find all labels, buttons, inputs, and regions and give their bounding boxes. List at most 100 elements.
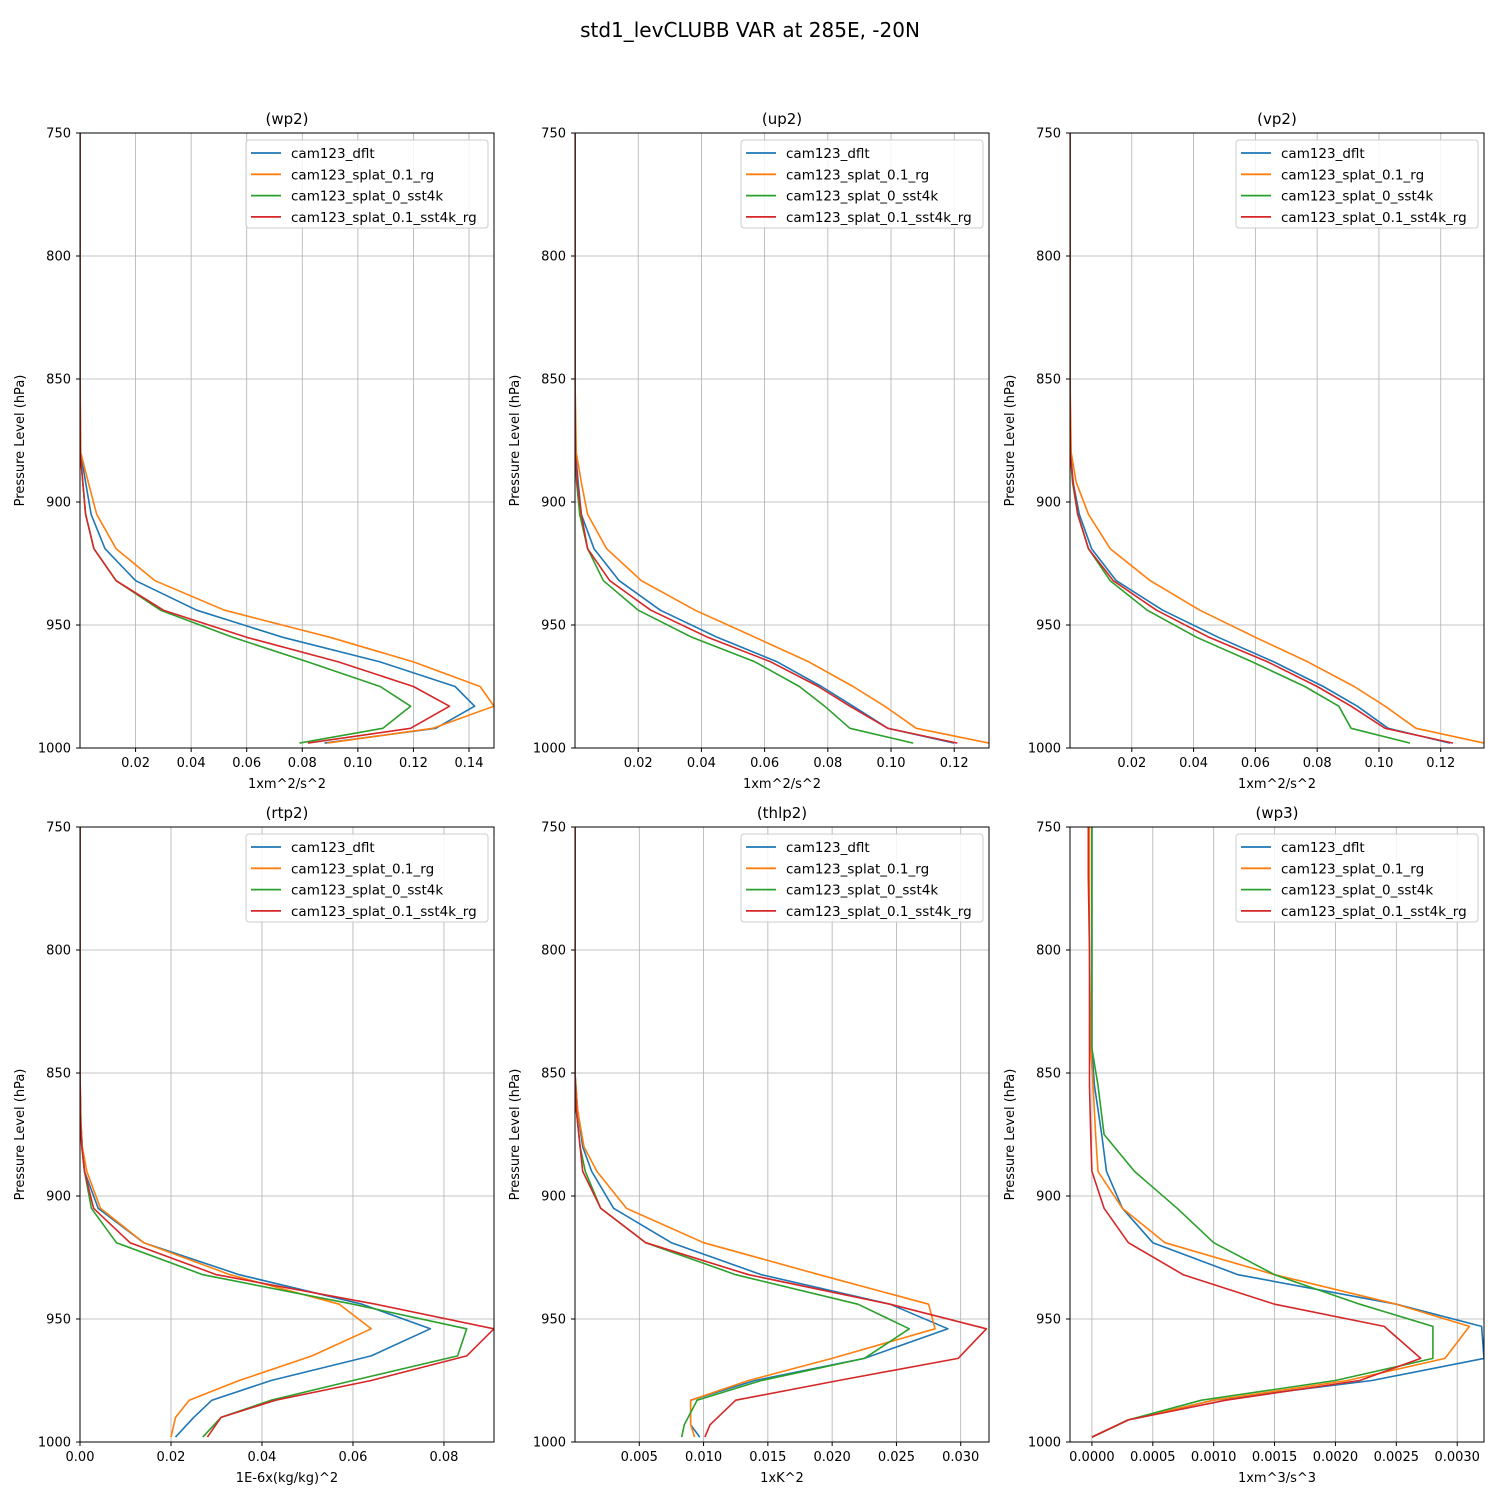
y-tick-label: 750 [46, 821, 71, 836]
legend-box [1235, 139, 1479, 229]
x-tick-label: 0.08 [288, 756, 317, 771]
y-tick-label: 750 [1036, 821, 1061, 836]
y-tick-label: 1000 [38, 1436, 71, 1451]
legend: cam123_dflt cam123_splat_0.1_rg cam123_spl… [245, 139, 489, 229]
legend-label: cam123_dflt [291, 840, 375, 856]
subplot-title: (up2) [762, 110, 802, 128]
subplot-title: (rtp2) [266, 804, 309, 822]
x-tick-label: 0.025 [878, 1450, 915, 1465]
x-tick-label: 0.005 [621, 1450, 658, 1465]
series-line-cam123_splat_0.1_sst4k_rg [1087, 827, 1422, 1438]
legend-label: cam123_splat_0_sst4k [291, 883, 443, 899]
x-tick-label: 0.010 [685, 1450, 722, 1465]
y-tick-label: 850 [541, 1067, 566, 1082]
x-tick-label: 0.08 [429, 1450, 458, 1465]
y-axis-label: Pressure Level (hPa) [508, 1069, 523, 1201]
y-tick-label: 750 [541, 127, 566, 142]
subplot-1: (up2) 0.02 0.04 0.06 0.08 0.10 0.12 750 800 850 90… [508, 110, 990, 792]
legend-label: cam123_dflt [786, 146, 870, 162]
y-tick-label: 750 [1036, 127, 1061, 142]
y-tick-label: 900 [46, 1190, 71, 1205]
x-tick-label: 0.0005 [1130, 1450, 1176, 1465]
x-tick-label: 0.0015 [1252, 1450, 1298, 1465]
legend-label: cam123_splat_0.1_rg [1281, 861, 1424, 877]
x-tick-label: 0.0025 [1374, 1450, 1420, 1465]
legend-label: cam123_splat_0.1_sst4k_rg [291, 904, 477, 920]
x-axis-label: 1xm^2/s^2 [743, 777, 821, 792]
y-tick-label: 900 [1036, 496, 1061, 511]
legend-box [245, 833, 489, 923]
legend-label: cam123_splat_0.1_sst4k_rg [786, 904, 972, 920]
legend: cam123_dflt cam123_splat_0.1_rg cam123_spl… [1235, 833, 1479, 923]
legend-label: cam123_splat_0_sst4k [1281, 883, 1433, 899]
x-tick-label: 0.0030 [1434, 1450, 1480, 1465]
x-tick-label: 0.06 [338, 1450, 367, 1465]
x-axis-label: 1xm^3/s^3 [1238, 1471, 1316, 1486]
x-tick-label: 0.02 [1117, 756, 1146, 771]
y-tick-label: 900 [541, 1190, 566, 1205]
x-tick-label: 0.06 [1241, 756, 1270, 771]
y-tick-label: 950 [46, 1313, 71, 1328]
legend-label: cam123_dflt [1281, 840, 1365, 856]
plot-frame [574, 132, 990, 749]
x-tick-label: 0.06 [750, 756, 779, 771]
legend-label: cam123_splat_0_sst4k [291, 189, 443, 205]
y-tick-label: 750 [541, 821, 566, 836]
x-tick-label: 0.10 [1364, 756, 1393, 771]
y-axis-label: Pressure Level (hPa) [13, 1069, 28, 1201]
y-tick-label: 950 [46, 619, 71, 634]
plot-frame [79, 132, 495, 749]
x-axis-label: 1xK^2 [760, 1471, 804, 1486]
y-tick-label: 1000 [1028, 1436, 1061, 1451]
subplot-title: (wp3) [1255, 804, 1298, 822]
y-axis-label: Pressure Level (hPa) [1003, 1069, 1018, 1201]
y-tick-label: 800 [541, 250, 566, 265]
x-tick-label: 0.030 [942, 1450, 979, 1465]
legend-label: cam123_splat_0.1_sst4k_rg [291, 210, 477, 226]
series-line-cam123_splat_0.1_sst4k_rg [575, 827, 988, 1438]
y-tick-label: 950 [1036, 619, 1061, 634]
x-tick-label: 0.12 [399, 756, 428, 771]
x-tick-label: 0.015 [749, 1450, 786, 1465]
subplot-4: (thlp2) 0.005 0.010 0.015 0.020 0.025 0.030 750… [508, 804, 990, 1486]
legend-box [245, 139, 489, 229]
x-tick-label: 0.02 [624, 756, 653, 771]
legend-label: cam123_splat_0.1_sst4k_rg [1281, 904, 1467, 920]
plot-frame [1069, 826, 1485, 1443]
legend-label: cam123_splat_0.1_rg [786, 861, 929, 877]
y-axis-label: Pressure Level (hPa) [508, 375, 523, 507]
y-tick-label: 1000 [38, 742, 71, 757]
legend-label: cam123_splat_0.1_sst4k_rg [786, 210, 972, 226]
x-tick-label: 0.00 [66, 1450, 95, 1465]
x-tick-label: 0.04 [1179, 756, 1208, 771]
x-tick-label: 0.08 [1303, 756, 1332, 771]
subplot-3: (rtp2) 0.00 0.02 0.04 0.06 0.08 750 800 850 900 95… [13, 804, 495, 1486]
legend-box [1235, 833, 1479, 923]
x-tick-label: 0.02 [121, 756, 150, 771]
y-tick-label: 800 [541, 944, 566, 959]
x-tick-label: 0.02 [157, 1450, 186, 1465]
y-tick-label: 900 [46, 496, 71, 511]
legend-label: cam123_splat_0.1_rg [1281, 167, 1424, 183]
y-tick-label: 750 [46, 127, 71, 142]
y-axis-label: Pressure Level (hPa) [13, 375, 28, 507]
y-tick-label: 800 [1036, 944, 1061, 959]
subplot-title: (vp2) [1257, 110, 1297, 128]
y-tick-label: 800 [1036, 250, 1061, 265]
legend-box [740, 139, 984, 229]
subplot-5: (wp3) 0.0000 0.0005 0.0010 0.0015 0.0020 0.002… [1003, 804, 1485, 1486]
figure-title: std1_levCLUBB VAR at 285E, -20N [580, 18, 920, 42]
y-tick-label: 850 [1036, 373, 1061, 388]
y-tick-label: 900 [1036, 1190, 1061, 1205]
x-tick-label: 0.04 [248, 1450, 277, 1465]
y-tick-label: 900 [541, 496, 566, 511]
plot-frame [1069, 132, 1485, 749]
x-tick-label: 0.12 [940, 756, 969, 771]
y-tick-label: 850 [541, 373, 566, 388]
y-tick-label: 800 [46, 944, 71, 959]
legend-label: cam123_splat_0_sst4k [786, 883, 938, 899]
legend-label: cam123_dflt [786, 840, 870, 856]
x-tick-label: 0.10 [343, 756, 372, 771]
y-tick-label: 800 [46, 250, 71, 265]
